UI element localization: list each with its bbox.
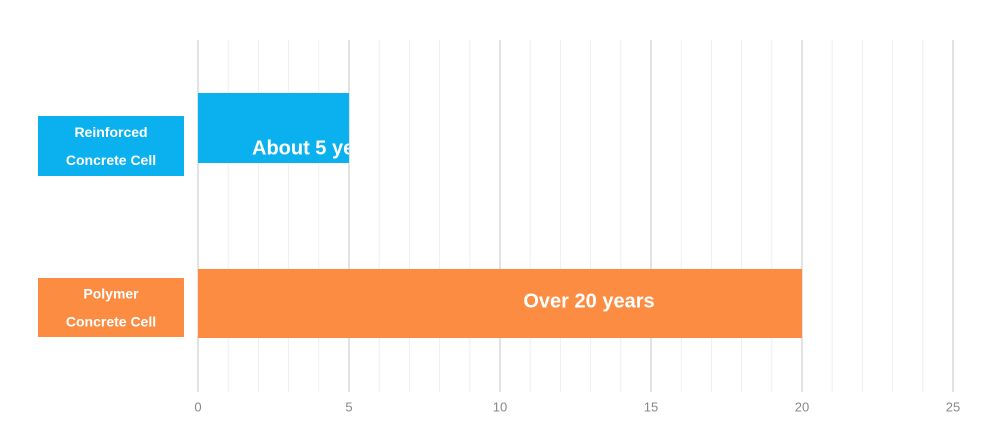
value-label: About 5 years — [252, 137, 384, 159]
category-box — [38, 278, 184, 337]
x-tick-label: 0 — [194, 399, 201, 414]
bar — [198, 93, 349, 163]
x-tick-label: 25 — [946, 399, 960, 414]
x-tick-label: 5 — [345, 399, 352, 414]
category-label: Reinforced Concrete Cell — [66, 124, 156, 168]
category-box — [38, 116, 184, 176]
bar — [198, 269, 802, 338]
value-label: Over 20 years — [523, 290, 654, 312]
x-tick-label: 15 — [644, 399, 658, 414]
category-label: Polymer Concrete Cell — [66, 285, 156, 329]
x-tick-label: 10 — [493, 399, 507, 414]
x-tick-label: 20 — [795, 399, 809, 414]
